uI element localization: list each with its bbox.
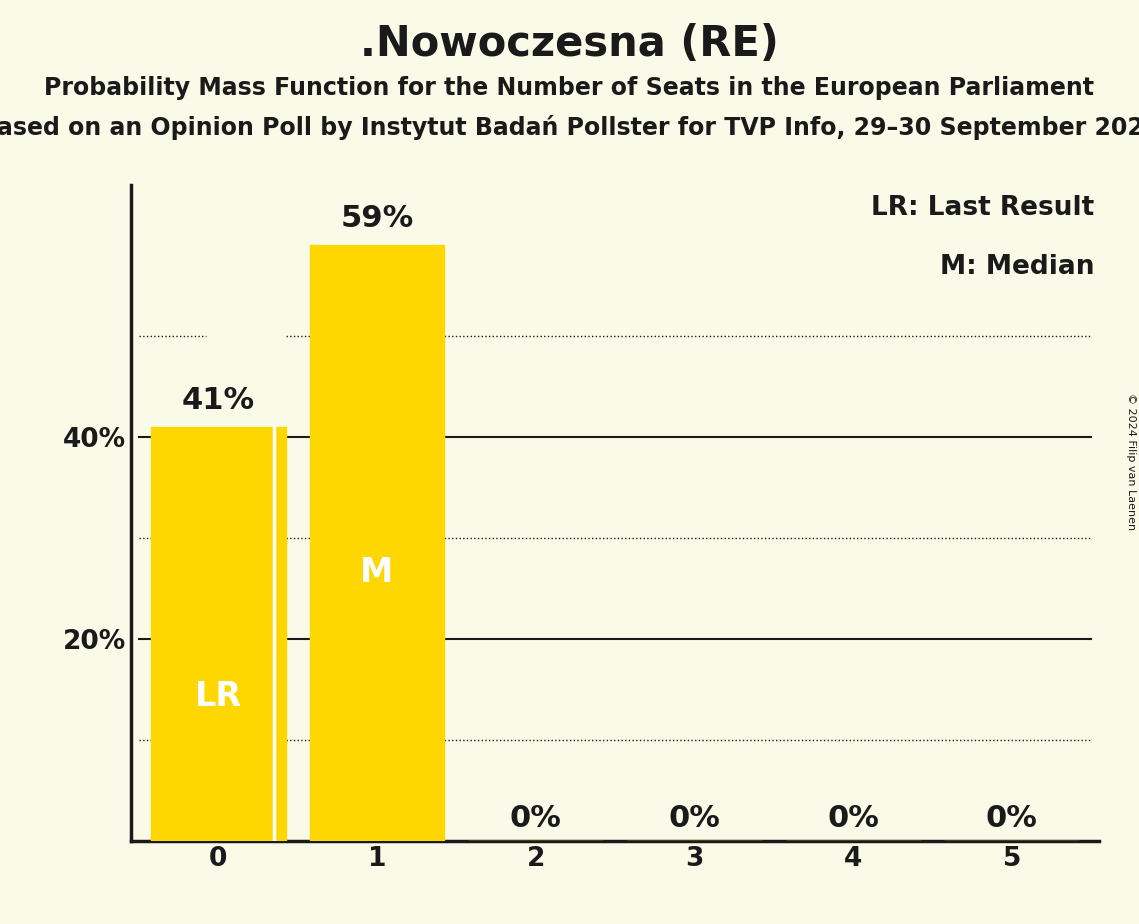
Text: LR: Last Result: LR: Last Result	[871, 195, 1095, 221]
Bar	[150, 427, 286, 841]
Text: 0%: 0%	[510, 804, 562, 833]
Text: © 2024 Filip van Laenen: © 2024 Filip van Laenen	[1126, 394, 1136, 530]
Text: M: M	[360, 556, 394, 590]
Text: Probability Mass Function for the Number of Seats in the European Parliament: Probability Mass Function for the Number…	[44, 76, 1095, 100]
Text: 41%: 41%	[182, 386, 255, 415]
Text: 0%: 0%	[669, 804, 720, 833]
Text: M: Median: M: Median	[940, 254, 1095, 280]
Text: .Nowoczesna (RE): .Nowoczesna (RE)	[360, 23, 779, 65]
Text: Based on an Opinion Poll by Instytut Badań Pollster for TVP Info, 29–30 Septembe: Based on an Opinion Poll by Instytut Bad…	[0, 115, 1139, 140]
Text: 59%: 59%	[341, 204, 413, 233]
Bar	[310, 246, 444, 841]
Text: LR: LR	[195, 679, 241, 712]
Text: 0%: 0%	[827, 804, 879, 833]
Text: 0%: 0%	[986, 804, 1038, 833]
